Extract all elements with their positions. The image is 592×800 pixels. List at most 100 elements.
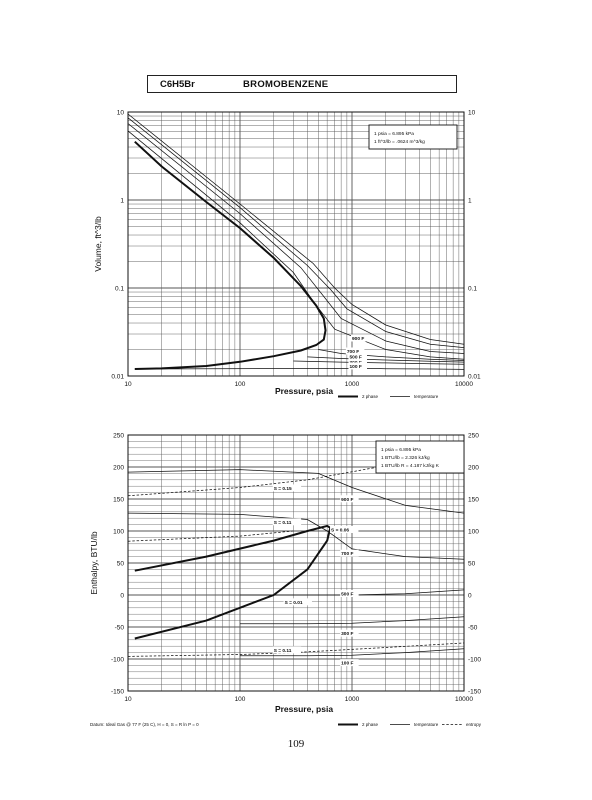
y-tick-label-right: -150 [468, 688, 481, 695]
y-tick-label-right: -50 [468, 624, 478, 631]
x-tick-label: 100 [235, 381, 246, 388]
curve-label: 900 F [352, 336, 364, 342]
temperature-line [134, 368, 465, 370]
y-tick-label-right: 150 [468, 496, 479, 503]
y-tick-label-right: 1 [468, 197, 472, 204]
conversion-box [375, 440, 465, 474]
y-tick-label-right: 0.1 [468, 285, 477, 292]
temperature-line [293, 360, 465, 365]
y-tick-label-left: 0 [120, 592, 124, 599]
legend: 2 phase temperature [338, 394, 439, 399]
x-tick-label: 10 [124, 696, 132, 703]
x-tick-label: 10000 [455, 381, 473, 388]
curve-label-bg [348, 362, 368, 370]
curve-label-bg [345, 347, 365, 355]
curve-label: 500 F [350, 355, 362, 361]
compound-name: BROMOBENZENE [243, 79, 329, 90]
curve-label-bg [340, 659, 359, 667]
legend: 2 phase temperature entropy [338, 722, 482, 727]
x-tick-label: 100 [235, 696, 246, 703]
y-tick-label-left: 200 [113, 464, 124, 471]
curve-label-bg [283, 598, 312, 606]
curve-label: 900 F [341, 497, 353, 503]
x-tick-label: 10 [124, 381, 132, 388]
legend-label: temperature [414, 394, 439, 399]
y-tick-label-right: 10 [468, 109, 476, 116]
curve-label: S = 0.01 [285, 600, 303, 606]
conversion-text: 1 psia = 6.895 kPa [381, 447, 421, 453]
curve-label-bg [272, 484, 302, 492]
y-tick-label-left: 150 [113, 496, 124, 503]
plot-frame [127, 111, 465, 377]
temperature-line [127, 512, 465, 560]
curve-label-bg [340, 590, 359, 597]
y-tick-label-right: 200 [468, 464, 479, 471]
temperature-line [240, 616, 465, 625]
plot-frame [127, 434, 465, 692]
legend-label: entropy [466, 722, 482, 727]
curve-label-bg [348, 353, 368, 361]
temperature-line [318, 349, 465, 361]
legend-label: 2 phase [362, 722, 379, 727]
curve-label: S = 0.11 [274, 648, 292, 654]
curve-label-bg [348, 358, 368, 366]
curve-label: 300 F [341, 631, 353, 637]
conversion-text: 1 BTU/lb = 2.326 kJ/kg [381, 455, 430, 461]
curve-label-bg [340, 549, 359, 557]
x-tick-label: 1000 [345, 696, 360, 703]
entropy-line [127, 530, 294, 542]
curve-label-bg [351, 334, 370, 342]
temperature-line [127, 123, 465, 354]
y-tick-label-right: 100 [468, 528, 479, 535]
conversion-text: 1 psia = 6.895 kPa [374, 131, 414, 137]
legend-label: temperature [414, 722, 439, 727]
temperature-line [127, 469, 465, 514]
x-tick-label: 10000 [455, 696, 473, 703]
y-tick-label-right: 0 [468, 592, 472, 599]
curve-label: 700 F [341, 551, 353, 557]
datum-footnote: Datum: Ideal Gas @ 77 F (25 C), H = 0, S… [90, 722, 199, 727]
x-tick-label: 1000 [345, 381, 360, 388]
y-tick-label-left: -50 [115, 624, 125, 631]
temperature-line [127, 113, 465, 345]
temperature-line [307, 356, 465, 363]
y-tick-label-left: 0.1 [115, 285, 124, 292]
curve-label-bg [272, 518, 302, 526]
curve-label-bg [330, 526, 359, 533]
conversion-box [368, 124, 458, 150]
y-tick-label-left: 100 [113, 528, 124, 535]
y-tick-label-left: 250 [113, 432, 124, 439]
temperature-line [127, 130, 465, 360]
y-tick-label-right: 250 [468, 432, 479, 439]
y-tick-label-left: 0.01 [111, 373, 124, 380]
curve-label-bg [340, 629, 359, 637]
curve-label-bg [272, 646, 302, 654]
chart-panel-2: 10 100 1000 10000 250 250 200 200 150 150 100 100 50… [89, 432, 482, 727]
curve-label: S = 0.11 [274, 520, 292, 526]
conversion-text: 1 BTU/lb R = 4.187 kJ/kg K [381, 463, 440, 469]
x-axis-label: Pressure, psia [275, 704, 333, 714]
temperature-line [127, 117, 465, 348]
compound-title-box: C6H5Br BROMOBENZENE [147, 75, 457, 93]
y-axis-label: Volume, ft^3/lb [93, 216, 103, 272]
two-phase-dome [134, 140, 327, 370]
curve-label: S = 0.06 [331, 528, 349, 534]
curve-label: 100 F [350, 364, 362, 370]
legend-label: 2 phase [362, 394, 379, 399]
curve-label: 500 F [341, 592, 353, 598]
curve-label: 100 F [341, 661, 353, 667]
compound-formula: C6H5Br [160, 79, 195, 90]
y-tick-label-left: -100 [111, 656, 124, 663]
y-axis-label: Enthalpy, BTU/lb [89, 531, 99, 594]
curve-label: S = 0.15 [274, 486, 292, 492]
page-number: 109 [287, 738, 305, 750]
temperature-line [240, 648, 465, 657]
y-tick-label-left: 1 [120, 197, 124, 204]
y-tick-label-left: 10 [117, 109, 125, 116]
grid-lines [128, 112, 464, 376]
y-tick-label-right: 0.01 [468, 373, 481, 380]
y-tick-label-left: -150 [111, 688, 124, 695]
x-axis-label: Pressure, psia [275, 386, 333, 396]
